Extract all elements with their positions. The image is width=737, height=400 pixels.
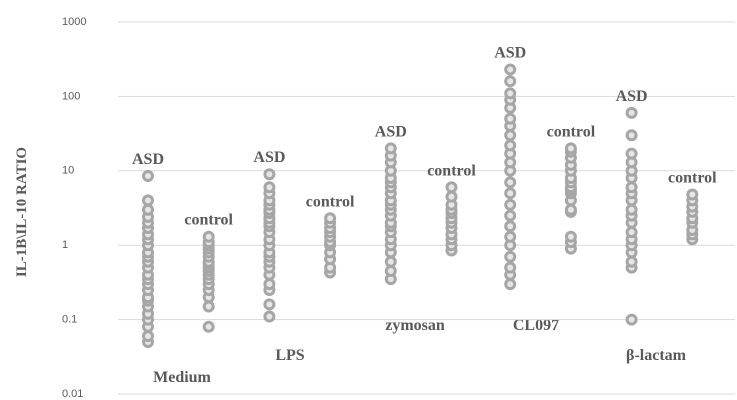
data-point bbox=[625, 203, 638, 216]
data-point bbox=[504, 198, 517, 211]
y-tick-label: 1000 bbox=[62, 16, 86, 28]
group-label: ASD bbox=[375, 123, 407, 140]
data-point bbox=[504, 75, 517, 88]
data-point bbox=[504, 250, 517, 263]
data-point bbox=[263, 278, 276, 291]
data-point bbox=[142, 203, 154, 216]
data-point bbox=[202, 320, 215, 333]
data-point bbox=[384, 142, 397, 155]
data-point bbox=[263, 310, 276, 323]
data-point bbox=[142, 170, 154, 183]
data-point bbox=[504, 278, 517, 291]
data-point bbox=[445, 181, 458, 194]
stimulus-label: LPS bbox=[275, 347, 304, 364]
data-point bbox=[625, 129, 638, 142]
data-point bbox=[263, 298, 276, 311]
data-point bbox=[504, 230, 517, 243]
data-point bbox=[504, 87, 517, 100]
data-point bbox=[263, 181, 276, 194]
group-label: ASD bbox=[494, 44, 526, 61]
group-label: ASD bbox=[132, 151, 164, 168]
stimulus-label: CL097 bbox=[513, 317, 559, 334]
group-label: control bbox=[306, 193, 355, 210]
group-label: control bbox=[547, 123, 596, 140]
group-label: ASD bbox=[616, 88, 648, 105]
data-point bbox=[384, 255, 397, 268]
data-point bbox=[564, 230, 577, 243]
data-point bbox=[625, 226, 638, 239]
data-point bbox=[504, 176, 517, 189]
data-point bbox=[564, 142, 577, 155]
group-label: control bbox=[184, 212, 233, 229]
group-label: ASD bbox=[253, 149, 285, 166]
data-point bbox=[142, 330, 154, 343]
data-point bbox=[625, 106, 638, 119]
data-point bbox=[504, 187, 517, 200]
data-point bbox=[504, 261, 517, 274]
data-point bbox=[504, 220, 517, 233]
data-point bbox=[504, 139, 517, 152]
data-point bbox=[625, 181, 638, 194]
stimulus-label: β-lactam bbox=[626, 347, 687, 364]
data-point bbox=[504, 209, 517, 222]
data-point bbox=[504, 63, 517, 76]
data-point bbox=[324, 212, 337, 225]
data-point bbox=[263, 168, 276, 181]
data-point bbox=[202, 230, 215, 243]
data-point bbox=[384, 265, 397, 278]
y-tick-label: 0.01 bbox=[62, 388, 83, 400]
stimulus-label: Medium bbox=[153, 369, 211, 386]
stimulus-label: zymosan bbox=[385, 317, 445, 334]
data-point bbox=[686, 188, 699, 201]
data-point bbox=[625, 255, 638, 268]
group-label: control bbox=[427, 162, 476, 179]
data-point bbox=[564, 203, 577, 216]
y-tick-label: 100 bbox=[62, 90, 80, 102]
data-point bbox=[202, 300, 215, 313]
data-point bbox=[625, 147, 638, 160]
data-point bbox=[445, 190, 458, 203]
y-tick-label: 10 bbox=[62, 165, 74, 177]
group-label: control bbox=[668, 170, 717, 187]
data-point bbox=[142, 194, 154, 207]
data-point bbox=[504, 129, 517, 142]
data-point bbox=[625, 313, 638, 326]
data-point bbox=[504, 112, 517, 125]
y-tick-label: 0.1 bbox=[62, 314, 77, 326]
y-axis-label: IL-1B\IL-10 RATIO bbox=[14, 147, 30, 277]
y-tick-label: 1 bbox=[62, 239, 68, 251]
